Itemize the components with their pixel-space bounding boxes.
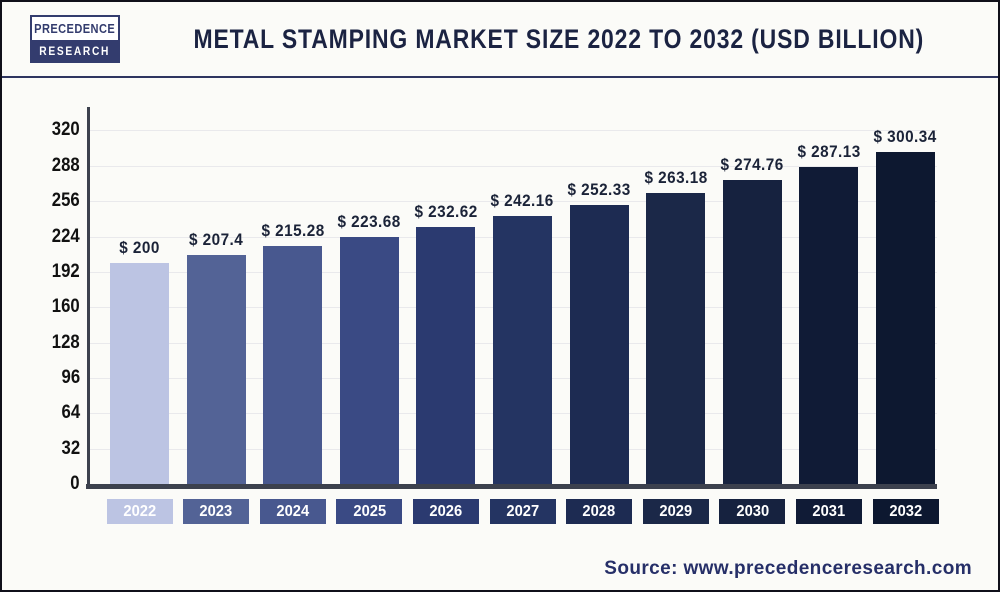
value-label-2024: $ 215.28 bbox=[261, 221, 325, 241]
x-tick-label-2031: 2031 bbox=[795, 499, 862, 524]
x-tick-label-2023: 2023 bbox=[183, 499, 250, 524]
bar-2026 bbox=[416, 227, 476, 484]
bar-2024 bbox=[263, 246, 323, 484]
x-tick-label-2029: 2029 bbox=[642, 499, 709, 524]
bar-2027 bbox=[493, 216, 552, 484]
gridline-320 bbox=[90, 130, 937, 132]
value-label-2028: $ 252.33 bbox=[567, 180, 631, 200]
y-tick-label-320: 320 bbox=[52, 119, 80, 141]
header: PRECEDENCE RESEARCH METAL STAMPING MARKE… bbox=[2, 2, 998, 78]
bar-2028 bbox=[569, 205, 629, 484]
y-tick-label-64: 64 bbox=[61, 402, 80, 424]
value-label-2023: $ 207.4 bbox=[188, 229, 244, 249]
gridline-256 bbox=[90, 201, 937, 203]
x-tick-label-2025: 2025 bbox=[336, 499, 403, 524]
x-tick-label-2032: 2032 bbox=[872, 499, 939, 524]
x-tick-label-2026: 2026 bbox=[412, 499, 479, 524]
chart-title: METAL STAMPING MARKET SIZE 2022 TO 2032 … bbox=[193, 23, 925, 54]
y-tick-label-128: 128 bbox=[52, 331, 80, 353]
x-tick-label-2030: 2030 bbox=[719, 499, 786, 524]
title-wrap: METAL STAMPING MARKET SIZE 2022 TO 2032 … bbox=[120, 24, 998, 55]
value-label-2022: $ 200 bbox=[119, 238, 160, 257]
y-tick-label-288: 288 bbox=[52, 154, 80, 176]
value-label-2031: $ 287.13 bbox=[797, 141, 861, 161]
value-label-2025: $ 223.68 bbox=[337, 211, 401, 231]
bar-2030 bbox=[722, 180, 782, 484]
bar-2022 bbox=[110, 263, 169, 484]
logo-line-research: RESEARCH bbox=[32, 40, 118, 61]
value-label-2032: $ 300.34 bbox=[873, 127, 938, 147]
value-label-2029: $ 263.18 bbox=[644, 168, 708, 188]
source-attribution: Source: www.precedenceresearch.com bbox=[604, 558, 972, 579]
bar-2031 bbox=[799, 166, 859, 484]
y-tick-label-0: 0 bbox=[70, 473, 80, 494]
precedence-research-logo: PRECEDENCE RESEARCH bbox=[30, 15, 120, 63]
bar-chart: 0 32 64 96 128 160 192 224 256 288 320 $ 200 $ 207.… bbox=[2, 78, 998, 588]
bar-2025 bbox=[339, 236, 399, 484]
bar-2029 bbox=[646, 193, 706, 484]
y-tick-label-160: 160 bbox=[52, 296, 80, 318]
y-tick-label-224: 224 bbox=[52, 225, 80, 247]
value-label-2027: $ 242.16 bbox=[490, 191, 555, 211]
y-tick-label-192: 192 bbox=[52, 260, 80, 282]
x-axis-line bbox=[86, 484, 937, 489]
y-tick-label-256: 256 bbox=[52, 190, 80, 212]
bar-2032 bbox=[876, 152, 935, 484]
x-tick-label-2028: 2028 bbox=[566, 499, 633, 524]
y-tick-label-96: 96 bbox=[61, 366, 80, 388]
value-label-2026: $ 232.62 bbox=[414, 202, 478, 221]
logo-line-precedence: PRECEDENCE bbox=[34, 21, 116, 36]
y-axis-line bbox=[87, 107, 90, 489]
value-label-2030: $ 274.76 bbox=[720, 155, 784, 175]
x-tick-label-2022: 2022 bbox=[106, 499, 173, 524]
bar-2023 bbox=[186, 254, 246, 484]
gridline-288 bbox=[90, 165, 937, 167]
y-tick-label-32: 32 bbox=[61, 437, 80, 459]
x-tick-label-2024: 2024 bbox=[259, 499, 326, 524]
x-tick-label-2027: 2027 bbox=[489, 499, 556, 524]
